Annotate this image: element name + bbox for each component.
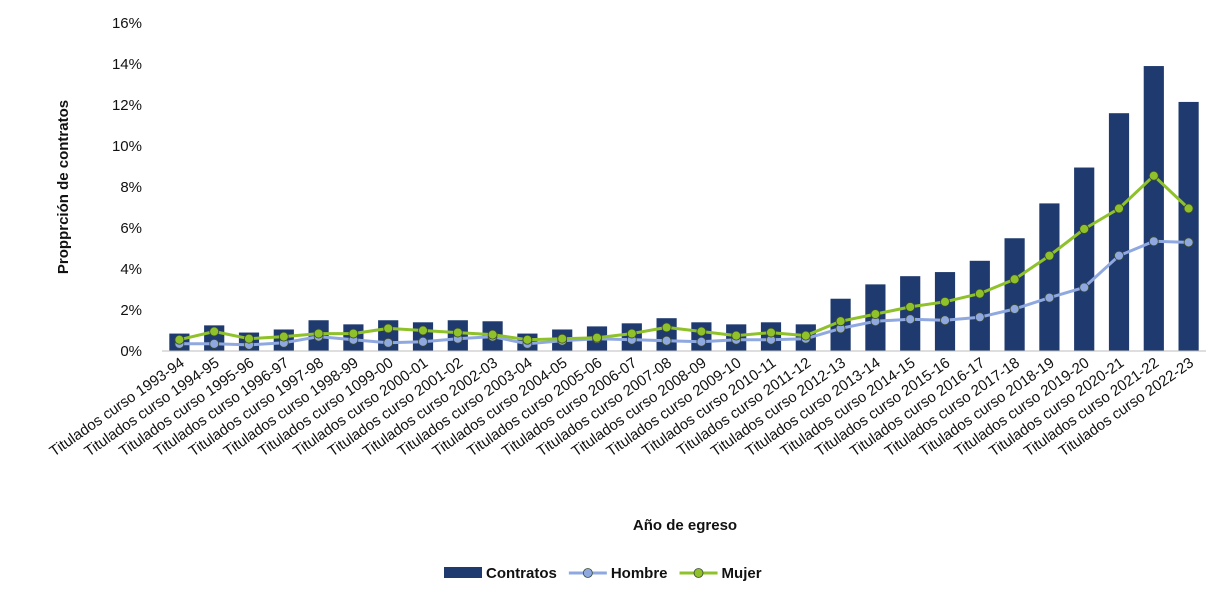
- point-mujer: [800, 330, 811, 341]
- y-tick-label: 4%: [120, 261, 142, 278]
- point-hombre: [383, 337, 394, 348]
- point-hombre: [940, 315, 950, 326]
- point-mujer: [661, 322, 672, 333]
- point-hombre: [418, 336, 428, 347]
- bar: [1143, 66, 1164, 352]
- point-mujer: [383, 323, 394, 334]
- point-mujer: [1183, 203, 1194, 214]
- point-mujer: [905, 302, 916, 312]
- legend-marker-hombre: [582, 568, 593, 578]
- point-mujer: [1079, 224, 1090, 234]
- y-tick-label: 14%: [112, 56, 142, 73]
- y-axis-ticks: 0% 2% 4% 6% 8% 10% 12% 14% 16%: [112, 15, 142, 360]
- point-mujer: [1009, 274, 1020, 285]
- point-mujer: [487, 329, 498, 340]
- bar: [1178, 101, 1199, 351]
- point-hombre: [1009, 304, 1020, 314]
- line-series: [174, 170, 1194, 350]
- point-hombre: [209, 338, 220, 349]
- bar: [934, 272, 956, 351]
- bars-contratos: [169, 66, 1199, 352]
- y-tick-label: 8%: [120, 179, 142, 196]
- point-mujer: [452, 327, 463, 338]
- point-mujer: [1044, 250, 1055, 261]
- point-hombre: [1183, 237, 1194, 248]
- y-tick-label: 6%: [120, 220, 142, 237]
- bar: [1004, 238, 1025, 351]
- legend-swatch-contratos: [444, 567, 482, 578]
- point-mujer: [1148, 170, 1159, 181]
- legend-marker-mujer: [693, 568, 704, 578]
- bar: [1108, 113, 1130, 351]
- legend-label-contratos: Contratos: [486, 565, 557, 582]
- y-tick-label: 12%: [112, 97, 142, 114]
- y-tick-label: 16%: [112, 15, 142, 32]
- bar: [691, 322, 712, 351]
- point-mujer: [1114, 203, 1124, 214]
- point-mujer: [974, 288, 985, 299]
- legend-label-hombre: Hombre: [611, 565, 668, 582]
- point-mujer: [313, 328, 324, 339]
- point-mujer: [348, 328, 359, 339]
- legend: Contratos Hombre Mujer: [444, 565, 762, 582]
- point-mujer: [940, 296, 950, 307]
- point-mujer: [626, 328, 637, 339]
- point-mujer: [592, 332, 602, 343]
- point-mujer: [731, 330, 742, 341]
- y-tick-label: 2%: [120, 302, 142, 319]
- point-mujer: [522, 334, 533, 345]
- line-hombre: [179, 239, 1189, 347]
- x-axis-title: Año de egreso: [633, 517, 737, 534]
- point-hombre: [661, 335, 672, 346]
- point-mujer: [174, 334, 185, 345]
- y-axis-title: Propprción de contratos: [55, 100, 72, 274]
- legend-label-mujer: Mujer: [722, 565, 762, 582]
- bar: [900, 276, 921, 351]
- point-mujer: [278, 331, 289, 342]
- point-mujer: [418, 325, 428, 336]
- point-hombre: [1148, 236, 1159, 247]
- y-tick-label: 10%: [112, 138, 142, 155]
- point-mujer: [870, 309, 881, 320]
- point-mujer: [557, 333, 568, 344]
- bar: [969, 260, 990, 351]
- y-tick-label: 0%: [120, 343, 142, 360]
- point-hombre: [1114, 250, 1124, 261]
- point-mujer: [766, 327, 776, 338]
- bar: [1074, 167, 1095, 351]
- point-mujer: [835, 316, 846, 327]
- point-hombre: [974, 312, 985, 323]
- point-hombre: [905, 314, 916, 325]
- point-hombre: [1044, 292, 1055, 303]
- line-mujer: [179, 174, 1190, 342]
- point-hombre: [1079, 282, 1090, 293]
- point-mujer: [696, 326, 707, 337]
- point-mujer: [244, 333, 254, 344]
- point-mujer: [209, 326, 220, 337]
- bar: [1039, 203, 1060, 351]
- point-hombre: [696, 336, 707, 347]
- bar: [656, 318, 677, 351]
